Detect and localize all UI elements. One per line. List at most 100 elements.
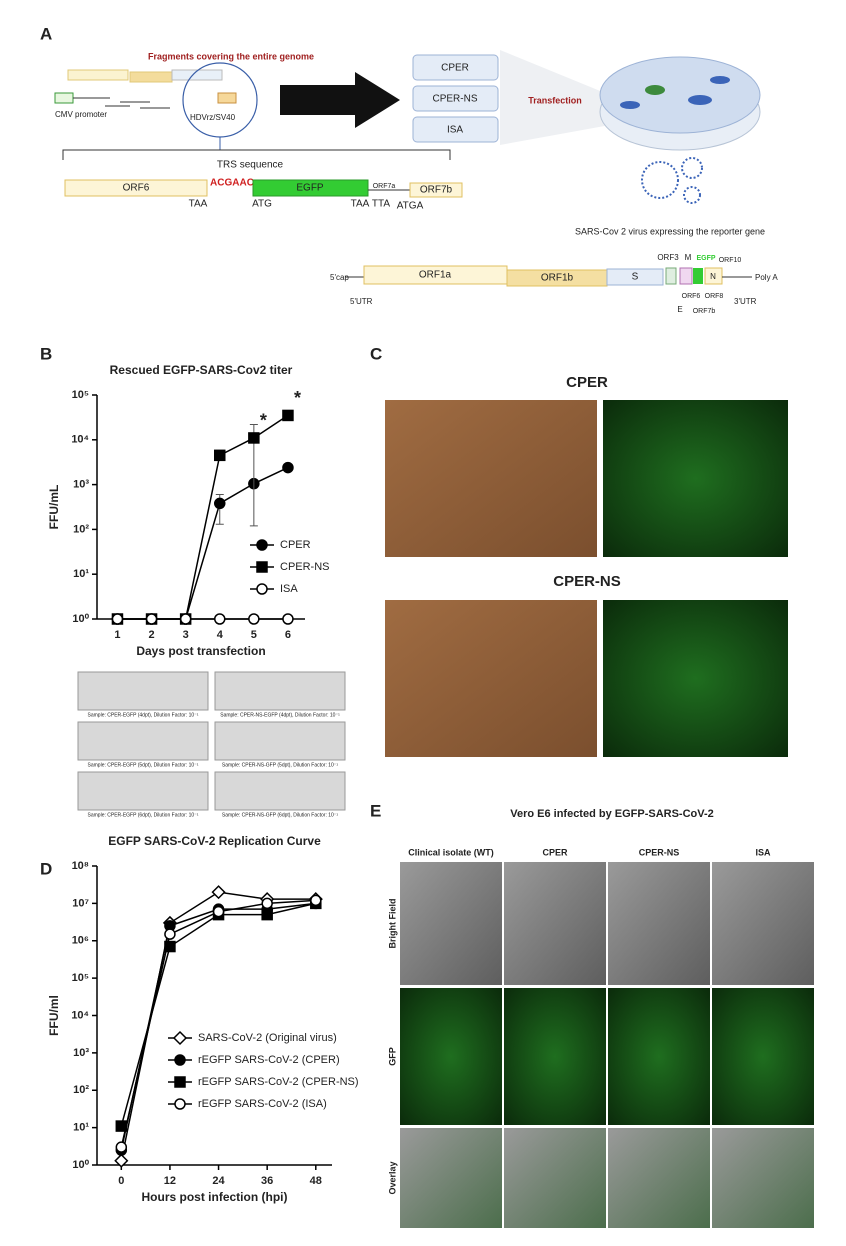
y-axis-label: FFU/mL bbox=[47, 485, 61, 530]
plate bbox=[214, 771, 346, 811]
cell bbox=[645, 85, 665, 95]
plate bbox=[214, 671, 346, 711]
plate bbox=[77, 771, 209, 811]
method-box bbox=[412, 85, 499, 112]
cell bbox=[710, 76, 730, 84]
genome-label: N bbox=[710, 272, 716, 281]
codon: TAA bbox=[189, 199, 208, 210]
genome-label: 5'UTR bbox=[350, 297, 373, 306]
gene-box bbox=[665, 267, 677, 285]
y-tick-label: 10³ bbox=[73, 479, 89, 491]
legend-marker bbox=[256, 583, 268, 595]
x-tick-label: 3 bbox=[183, 629, 189, 641]
panel-label: B bbox=[40, 344, 52, 363]
gene-box bbox=[606, 268, 664, 286]
annotation: * bbox=[294, 388, 301, 408]
column-title: ISA bbox=[755, 847, 771, 857]
trs-label: TRS sequence bbox=[217, 160, 284, 171]
marker bbox=[115, 1141, 128, 1153]
micrograph bbox=[400, 862, 502, 985]
marker bbox=[282, 613, 294, 625]
method-label: CPER-NS bbox=[432, 94, 477, 105]
marker bbox=[248, 613, 260, 625]
panel-label: D bbox=[40, 859, 52, 878]
gene-box bbox=[409, 182, 463, 198]
gene-label: EGFP bbox=[296, 183, 324, 194]
fragment bbox=[171, 69, 223, 81]
image-grid: Clinical isolate (WT) CPER CPER-NS ISA Brigh… bbox=[387, 847, 814, 1228]
x-tick-label: 36 bbox=[261, 1175, 273, 1187]
marker bbox=[282, 461, 294, 474]
plate-caption: Sample: CPER-NS-GFP (6dpt), Dilution Fac… bbox=[222, 812, 339, 818]
codon: TAA bbox=[351, 199, 370, 210]
y-tick-label: 10⁴ bbox=[71, 1009, 89, 1021]
legend-marker bbox=[256, 561, 268, 573]
legend-marker bbox=[256, 539, 268, 551]
panel-title: Vero E6 infected by EGFP-SARS-CoV-2 bbox=[510, 808, 714, 820]
legend-label: ISA bbox=[280, 583, 298, 595]
plate-caption: Sample: CPER-EGFP (4dpt), Dilution Facto… bbox=[88, 712, 199, 718]
micrograph bbox=[603, 600, 788, 757]
y-tick-label: 10² bbox=[73, 523, 89, 535]
marker bbox=[214, 497, 226, 510]
micrograph bbox=[504, 988, 606, 1125]
legend-label: SARS-CoV-2 (Original virus) bbox=[198, 1032, 337, 1044]
plate-caption: Sample: CPER-EGFP (5dpt), Dilution Facto… bbox=[88, 762, 199, 768]
marker bbox=[212, 905, 225, 918]
hdv-box bbox=[217, 92, 237, 104]
micrograph bbox=[385, 400, 597, 557]
cell bbox=[620, 101, 640, 109]
y-tick-label: 10⁰ bbox=[72, 613, 89, 625]
series-line bbox=[120, 899, 316, 1148]
annotation: * bbox=[260, 411, 267, 431]
gene-label: ORF7b bbox=[420, 185, 453, 196]
x-tick-label: 4 bbox=[217, 629, 224, 641]
series-line bbox=[120, 902, 316, 1151]
legend-label: CPER-NS bbox=[280, 561, 330, 573]
panel-label: A bbox=[40, 24, 52, 43]
genome-label: Poly A bbox=[755, 273, 778, 282]
plaque-plates bbox=[77, 671, 346, 811]
beam bbox=[500, 50, 610, 145]
x-tick-label: 2 bbox=[148, 629, 154, 641]
virus-caption: SARS-Cov 2 virus expressing the reporter… bbox=[575, 226, 765, 236]
x-tick-label: 5 bbox=[251, 629, 257, 641]
micrograph bbox=[385, 600, 597, 757]
codon: ATG bbox=[252, 199, 272, 210]
cmv-box bbox=[54, 92, 74, 104]
y-tick-label: 10² bbox=[73, 1084, 89, 1096]
micrograph bbox=[400, 988, 502, 1125]
fragments-title: Fragments covering the entire genome bbox=[148, 51, 314, 61]
gene-box bbox=[704, 267, 723, 285]
legend-label: rEGFP SARS-CoV-2 (ISA) bbox=[198, 1098, 327, 1110]
egfp-box bbox=[252, 179, 369, 197]
y-tick-label: 10⁵ bbox=[72, 389, 89, 401]
marker bbox=[164, 928, 176, 940]
plate-caption: Sample: CPER-NS-GFP (5dpt), Dilution Fac… bbox=[222, 762, 339, 768]
x-tick-label: 24 bbox=[212, 1175, 225, 1187]
plate bbox=[214, 721, 346, 761]
legend-label: CPER bbox=[280, 539, 311, 551]
x-axis-label: Hours post infection (hpi) bbox=[142, 1190, 288, 1204]
marker bbox=[214, 613, 226, 625]
legend-marker bbox=[174, 1054, 186, 1066]
micrograph bbox=[608, 1128, 710, 1228]
row-title: GFP bbox=[387, 1047, 397, 1066]
marker bbox=[111, 613, 124, 625]
genome-label: S bbox=[632, 272, 639, 283]
arrow bbox=[280, 72, 400, 128]
x-tick-label: 0 bbox=[118, 1175, 124, 1187]
column-title: CPER-NS bbox=[639, 847, 680, 857]
genome-label: ORF10 bbox=[719, 257, 742, 264]
micrograph bbox=[603, 400, 788, 557]
genome-label: ORF8 bbox=[705, 293, 724, 300]
y-tick-label: 10¹ bbox=[73, 568, 89, 580]
virus bbox=[681, 157, 703, 179]
plate bbox=[77, 671, 209, 711]
genome-label: 5'cap bbox=[330, 273, 349, 282]
legend-marker bbox=[172, 1030, 188, 1046]
marker bbox=[261, 897, 273, 910]
y-tick-label: 10⁴ bbox=[71, 434, 89, 446]
y-tick-label: 10⁰ bbox=[72, 1159, 89, 1171]
